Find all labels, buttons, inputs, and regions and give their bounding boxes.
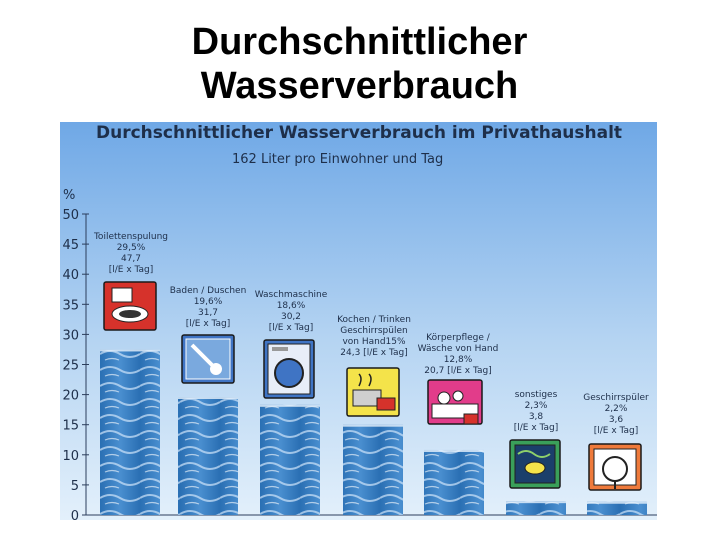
bar-top-highlight	[260, 404, 320, 407]
annotation-line: 24,3 [l/E x Tag]	[340, 348, 407, 358]
y-axis-label: %	[63, 188, 75, 203]
bar	[178, 397, 238, 515]
y-tick-label: 0	[71, 509, 79, 520]
bar	[100, 349, 160, 515]
bar-top-highlight	[424, 449, 484, 452]
annotation-line: 3,6	[609, 415, 624, 425]
annotation-line: Geschirrspüler	[583, 393, 649, 403]
aquarium-icon	[509, 439, 561, 489]
y-tick-label: 5	[71, 479, 79, 494]
cooking-pot-icon	[346, 367, 400, 417]
annotation-line: 18,6%	[277, 301, 306, 311]
bar-top-highlight	[506, 501, 566, 504]
slide-title-line-1: Durchschnittlicher	[191, 21, 528, 63]
annotation-line: Geschirrspülen	[340, 326, 407, 336]
shower-icon	[181, 334, 235, 384]
annotation-line: 20,7 [l/E x Tag]	[424, 366, 491, 376]
bar	[506, 501, 566, 515]
chart-title: Durchschnittlicher Wasserverbrauch im Pr…	[96, 123, 622, 143]
dishwasher-icon	[588, 443, 642, 491]
water-usage-chart: Durchschnittlicher Wasserverbrauch im Pr…	[60, 122, 657, 520]
y-tick-label: 15	[62, 419, 79, 434]
y-tick-label: 20	[62, 389, 79, 404]
annotation-line: [l/E x Tag]	[269, 323, 314, 333]
annotation-line: 29,5%	[117, 243, 146, 253]
y-tick-label: 50	[62, 208, 79, 223]
annotation-line: Toilettenspulung	[93, 232, 168, 242]
slide-title: Durchschnittlicher Wasserverbrauch	[0, 20, 719, 108]
annotation-line: sonstiges	[515, 390, 558, 400]
annotation-line: 47,7	[121, 254, 141, 264]
annotation-line: 3,8	[529, 412, 544, 422]
washing-machine-icon	[263, 339, 315, 399]
bar-top-highlight	[100, 349, 160, 352]
annotation-line: 19,6%	[194, 297, 223, 307]
bar-top-highlight	[178, 397, 238, 400]
y-tick-label: 45	[62, 238, 79, 253]
y-tick-label: 35	[62, 298, 79, 313]
annotation-line: [l/E x Tag]	[186, 319, 231, 329]
bars	[100, 349, 647, 515]
annotation-line: [l/E x Tag]	[109, 265, 154, 275]
annotation-line: 12,8%	[444, 355, 473, 365]
annotation-line: Kochen / Trinken	[337, 315, 411, 325]
annotation-line: von Hand15%	[342, 337, 406, 347]
annotation-line: Waschmaschine	[255, 290, 328, 300]
y-tick-label: 30	[62, 328, 79, 343]
bar-top-highlight	[343, 424, 403, 427]
bar	[343, 424, 403, 515]
annotation-line: [l/E x Tag]	[594, 426, 639, 436]
annotation-line: Wäsche von Hand	[418, 344, 499, 354]
bar-top-highlight	[587, 501, 647, 504]
bar	[424, 449, 484, 515]
body-care-icon	[427, 379, 483, 425]
annotation-line: Baden / Duschen	[170, 286, 247, 296]
bar	[587, 501, 647, 515]
slide-title-line-2: Wasserverbrauch	[200, 65, 519, 107]
toilet-icon	[103, 281, 157, 331]
annotation-line: Körperpflege /	[426, 333, 491, 343]
category-icons	[103, 281, 642, 491]
annotation-line: 31,7	[198, 308, 218, 318]
annotation-line: [l/E x Tag]	[514, 423, 559, 433]
y-tick-label: 25	[62, 359, 79, 374]
annotation-line: 2,2%	[605, 404, 628, 414]
bar	[260, 404, 320, 515]
y-tick-label: 40	[62, 268, 79, 283]
annotation-line: 2,3%	[525, 401, 548, 411]
chart-subtitle: 162 Liter pro Einwohner und Tag	[232, 152, 443, 167]
y-tick-label: 10	[62, 449, 79, 464]
annotation-line: 30,2	[281, 312, 301, 322]
